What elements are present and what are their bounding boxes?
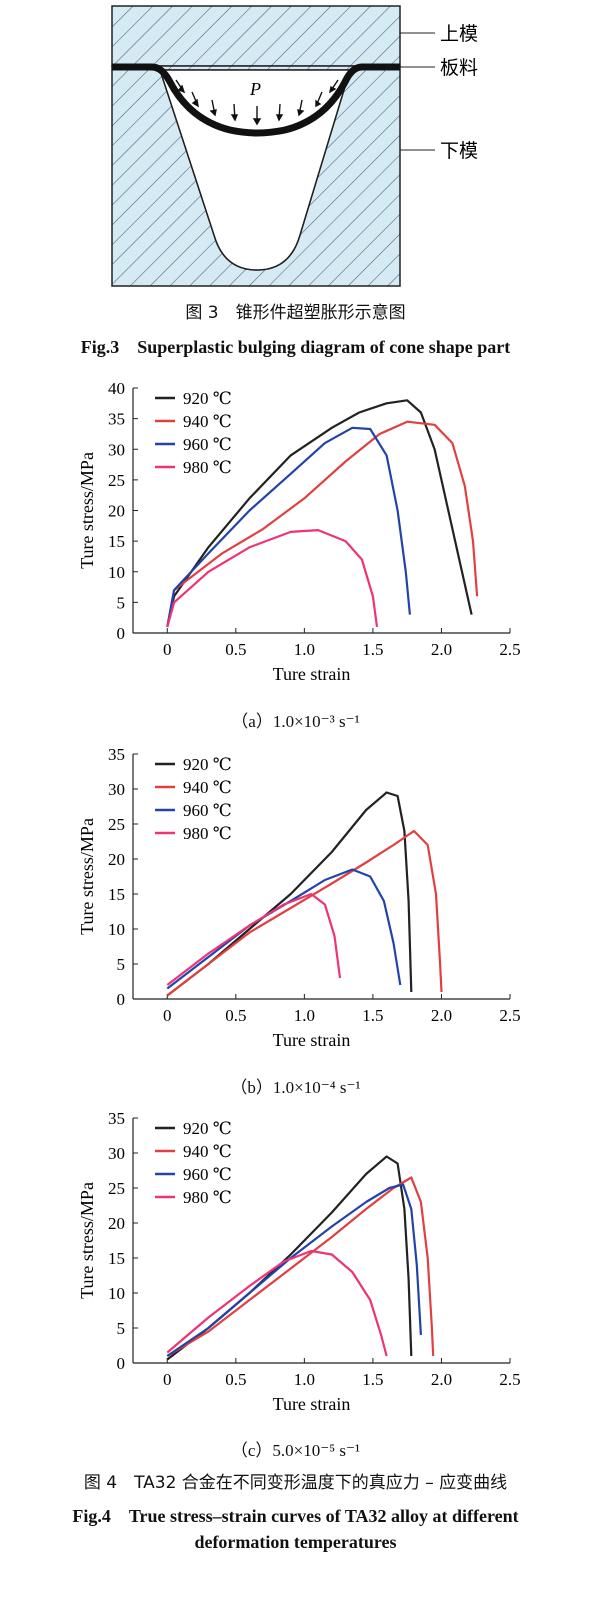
y-tick-label: 25: [108, 815, 125, 834]
label-lower-die: 下模: [440, 140, 478, 162]
y-tick-label: 25: [108, 471, 125, 490]
y-tick-label: 10: [108, 920, 125, 939]
legend: 920 ℃ 940 ℃ 960 ℃ 980 ℃: [155, 389, 232, 477]
y-tick-label: 35: [108, 745, 125, 764]
y-tick-label: 20: [108, 502, 125, 521]
y-tick-label: 5: [117, 1319, 126, 1338]
y-tick-label: 5: [117, 593, 126, 612]
y-tick-label: 0: [117, 990, 126, 1009]
chart-a: 0 0.5 1.0 1.5 2.0 2.5 0 5 10 15 20 25 30 35 40 Ture str…: [77, 379, 521, 684]
x-tick-label: 0.5: [225, 1006, 246, 1025]
series-line: [166, 892, 342, 986]
y-tick-label: 20: [108, 850, 125, 869]
x-axis-label: Ture strain: [273, 1394, 351, 1414]
fig4-caption-en-line2: deformation temperatures: [194, 1532, 397, 1552]
y-axis-label: Ture stress/MPa: [77, 818, 97, 935]
x-tick-label: 2.5: [499, 1370, 520, 1389]
chart-c-subcaption: （c）5.0×10⁻⁵ s⁻¹: [230, 1441, 361, 1460]
y-tick-label: 15: [108, 1249, 125, 1268]
upper-die: [111, 5, 401, 67]
x-axis-label: Ture strain: [273, 1030, 351, 1050]
series-line: [166, 1249, 388, 1357]
axes: 0 0.5 1.0 1.5 2.0 2.5 0 5 10 15 20 25 30 35: [108, 1109, 521, 1389]
x-tick-label: 2.5: [499, 640, 520, 659]
label-sheet: 板料: [440, 57, 478, 79]
sheet-metal: [112, 63, 400, 137]
x-tick-label: 1.5: [362, 640, 383, 659]
fig3-diagram: P 上模 板料 下模: [111, 5, 478, 287]
chart-c: 0 0.5 1.0 1.5 2.0 2.5 0 5 10 15 20 25 30 35 Ture strai…: [77, 1109, 521, 1414]
chart-b: 0 0.5 1.0 1.5 2.0 2.5 0 5 10 15 20 25 30 35 Ture strai…: [77, 745, 521, 1050]
legend-label: 920 ℃: [183, 1119, 232, 1138]
series-line: [166, 791, 413, 997]
x-tick-label: 0.5: [225, 1370, 246, 1389]
y-tick-label: 15: [108, 885, 125, 904]
x-tick-label: 1.5: [362, 1370, 383, 1389]
y-tick-label: 15: [108, 532, 125, 551]
x-tick-label: 1.0: [294, 1370, 315, 1389]
y-tick-label: 10: [108, 563, 125, 582]
legend-label: 960 ℃: [183, 801, 232, 820]
y-tick-label: 30: [108, 440, 125, 459]
label-pressure: P: [249, 79, 261, 99]
x-tick-label: 1.0: [294, 640, 315, 659]
series-line: [166, 399, 473, 628]
series-line: [166, 868, 402, 990]
x-tick-label: 0: [163, 640, 172, 659]
y-tick-label: 25: [108, 1179, 125, 1198]
y-tick-label: 35: [108, 410, 125, 429]
fig4-caption-en-line1: Fig.4 True stress–strain curves of TA32 …: [72, 1506, 519, 1526]
y-tick-label: 0: [117, 624, 126, 643]
series-line: [166, 1183, 422, 1357]
series-line: [166, 420, 479, 628]
x-tick-label: 2.0: [431, 1370, 452, 1389]
y-axis-label: Ture stress/MPa: [77, 1182, 97, 1299]
y-tick-label: 20: [108, 1214, 125, 1233]
pressure-arrows: [175, 79, 339, 126]
y-tick-label: 35: [108, 1109, 125, 1128]
y-tick-label: 0: [117, 1354, 126, 1373]
legend: 920 ℃ 940 ℃ 960 ℃ 980 ℃: [155, 755, 232, 843]
x-tick-label: 0: [163, 1370, 172, 1389]
x-tick-label: 0: [163, 1006, 172, 1025]
legend-label: 940 ℃: [183, 412, 232, 431]
fig4-caption-cn: 图 4 TA32 合金在不同变形温度下的真应力 – 应变曲线: [83, 1473, 508, 1493]
y-tick-label: 30: [108, 780, 125, 799]
legend-label: 960 ℃: [183, 1165, 232, 1184]
legend-label: 980 ℃: [183, 1188, 232, 1207]
series-line: [166, 426, 411, 628]
x-axis-label: Ture strain: [273, 664, 351, 684]
chart-a-subcaption: （a）1.0×10⁻³ s⁻¹: [231, 712, 360, 731]
legend-label: 980 ℃: [183, 824, 232, 843]
x-tick-label: 2.5: [499, 1006, 520, 1025]
legend-label: 920 ℃: [183, 755, 232, 774]
y-tick-label: 10: [108, 1284, 125, 1303]
legend: 920 ℃ 940 ℃ 960 ℃ 980 ℃: [155, 1119, 232, 1207]
label-upper-die: 上模: [440, 23, 478, 45]
legend-label: 940 ℃: [183, 778, 232, 797]
y-tick-label: 5: [117, 955, 126, 974]
x-tick-label: 2.0: [431, 640, 452, 659]
series-line: [166, 1176, 435, 1357]
legend-label: 920 ℃: [183, 389, 232, 408]
axes: 0 0.5 1.0 1.5 2.0 2.5 0 5 10 15 20 25 30 35 40: [108, 379, 521, 659]
legend-label: 940 ℃: [183, 1142, 232, 1161]
axes: 0 0.5 1.0 1.5 2.0 2.5 0 5 10 15 20 25 30 35: [108, 745, 521, 1025]
x-tick-label: 1.5: [362, 1006, 383, 1025]
x-tick-label: 2.0: [431, 1006, 452, 1025]
series-line: [166, 529, 379, 628]
series-line: [166, 829, 443, 997]
fig3-caption-en: Fig.3 Superplastic bulging diagram of co…: [80, 337, 511, 357]
y-axis-label: Ture stress/MPa: [77, 452, 97, 569]
x-tick-label: 1.0: [294, 1006, 315, 1025]
chart-b-subcaption: （b）1.0×10⁻⁴ s⁻¹: [230, 1078, 361, 1097]
y-tick-label: 30: [108, 1144, 125, 1163]
x-tick-label: 0.5: [225, 640, 246, 659]
y-tick-label: 40: [108, 379, 125, 398]
legend-label: 960 ℃: [183, 435, 232, 454]
legend-label: 980 ℃: [183, 458, 232, 477]
fig3-caption-cn: 图 3 锥形件超塑胀形示意图: [185, 303, 406, 323]
